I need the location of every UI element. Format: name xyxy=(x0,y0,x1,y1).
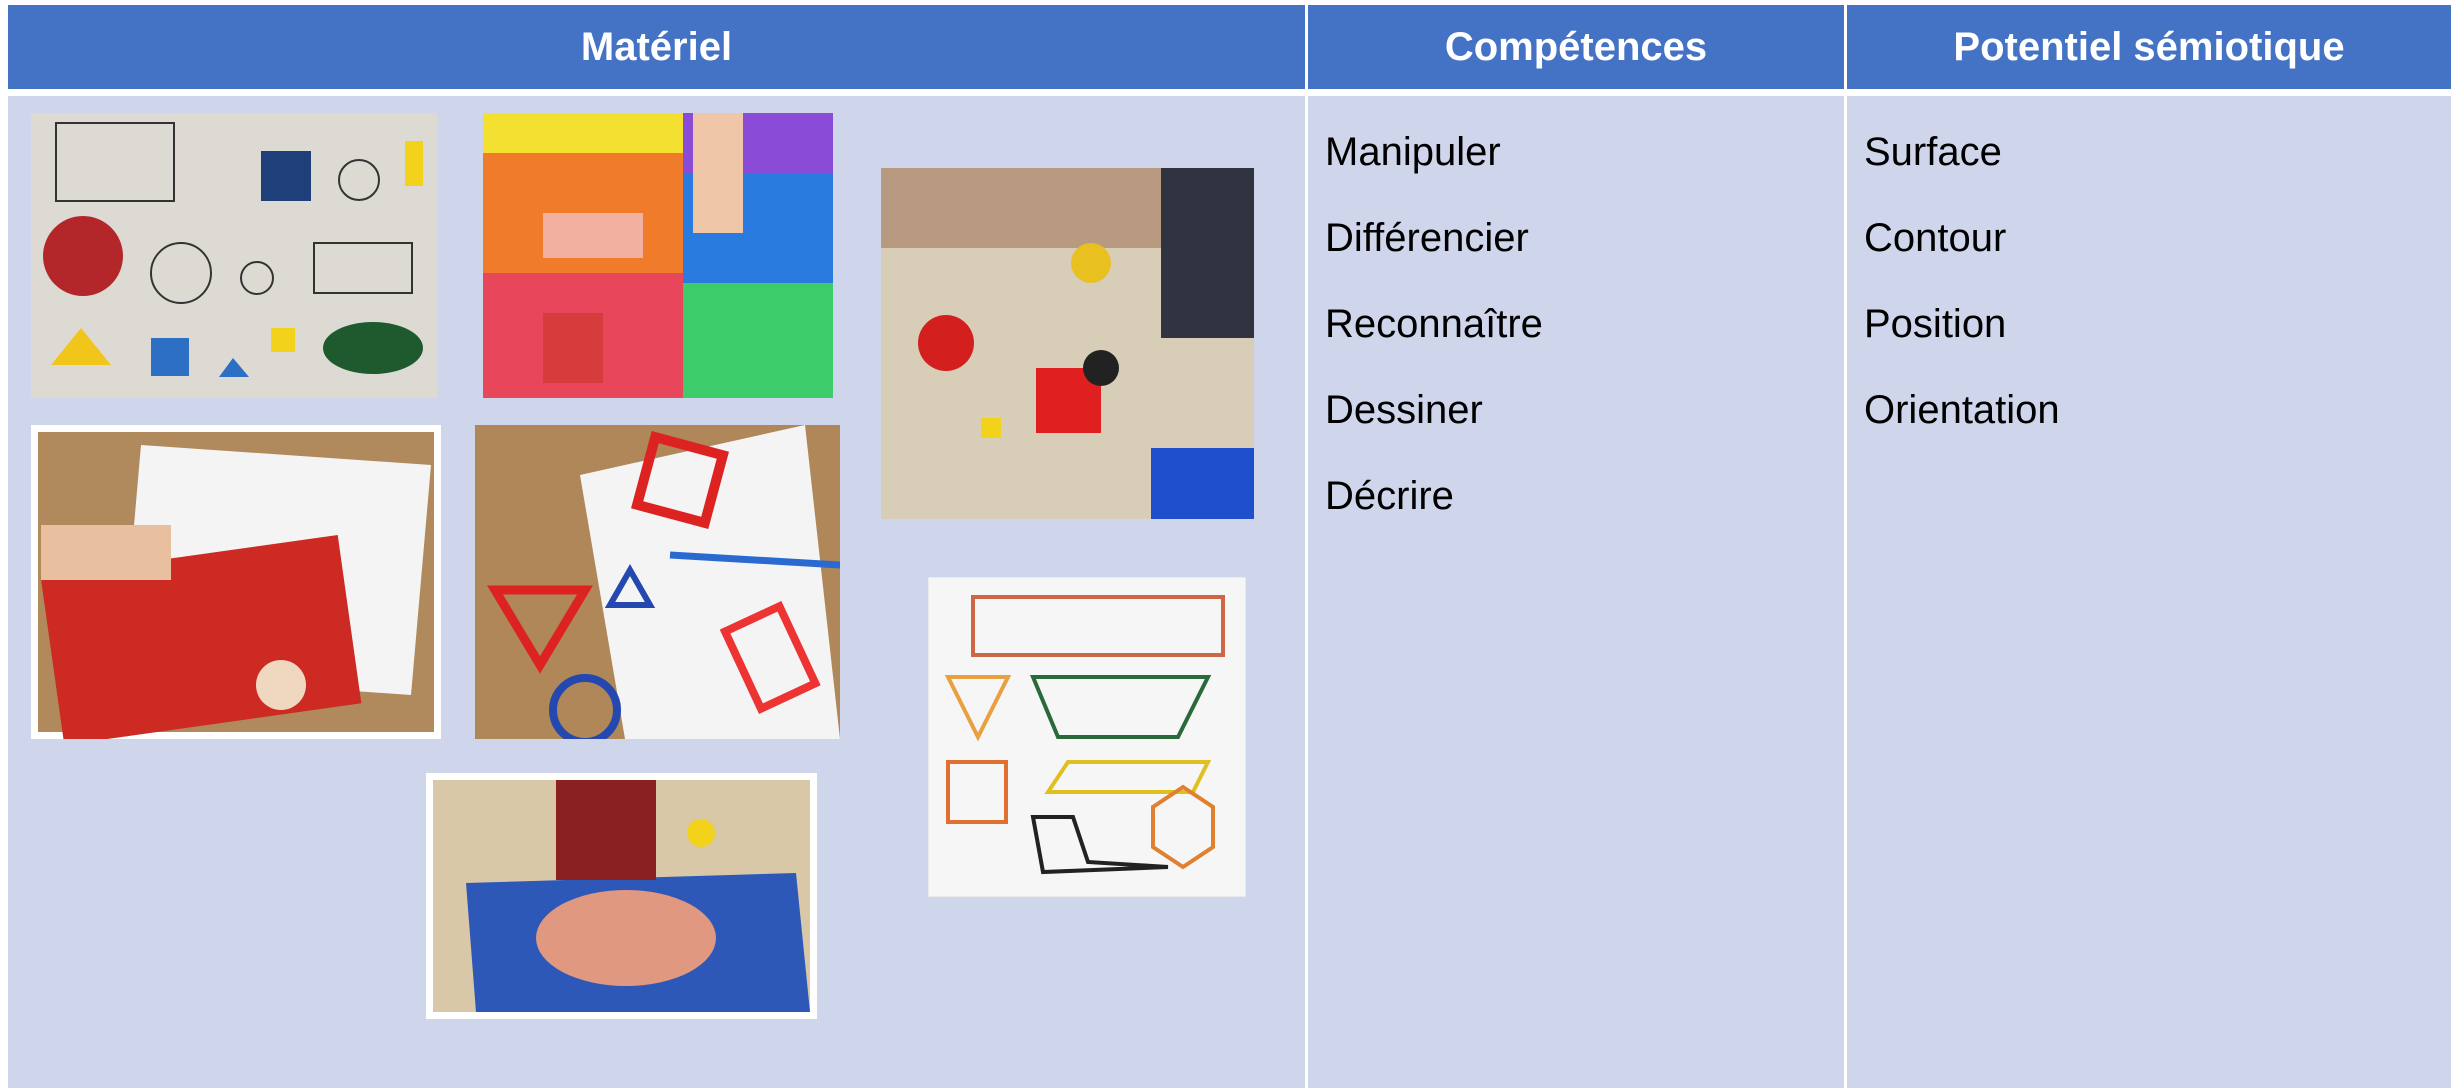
list-item: Position xyxy=(1864,302,2007,346)
header-cell: Compétences xyxy=(1308,5,1844,89)
photo xyxy=(475,425,840,739)
list-item: Contour xyxy=(1864,216,2007,260)
photo xyxy=(928,577,1246,897)
body-cell xyxy=(1847,96,2451,1088)
photo xyxy=(31,425,441,739)
list-item: Dessiner xyxy=(1325,388,1483,432)
photo xyxy=(426,773,817,1019)
list-item: Orientation xyxy=(1864,388,2060,432)
photo xyxy=(31,113,437,398)
list-item: Reconnaître xyxy=(1325,302,1543,346)
header-cell: Matériel xyxy=(8,5,1305,89)
list-item: Surface xyxy=(1864,130,2002,174)
photo xyxy=(483,113,833,398)
body-cell xyxy=(1308,96,1844,1088)
list-item: Manipuler xyxy=(1325,130,1501,174)
list-item: Différencier xyxy=(1325,216,1529,260)
photo xyxy=(881,168,1254,519)
list-item: Décrire xyxy=(1325,474,1454,518)
header-cell: Potentiel sémiotique xyxy=(1847,5,2451,89)
